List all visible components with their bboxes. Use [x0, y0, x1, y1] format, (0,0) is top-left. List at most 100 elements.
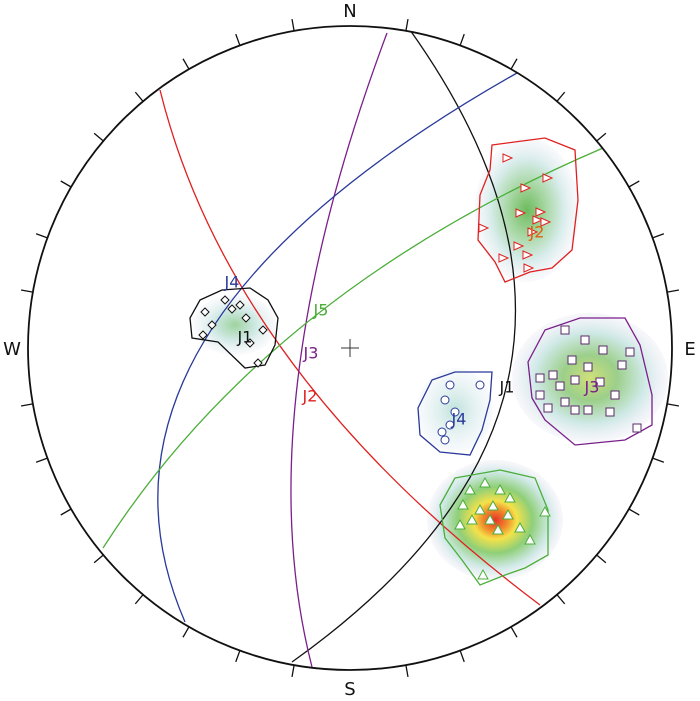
east: E	[684, 339, 695, 360]
tick	[556, 594, 566, 605]
pole	[535, 207, 547, 217]
pole	[457, 498, 469, 510]
pole	[487, 499, 499, 511]
tick	[652, 457, 665, 463]
cluster-label: J3	[584, 378, 600, 397]
pole	[258, 325, 268, 335]
plane-j3	[290, 32, 388, 668]
outline-j5	[439, 469, 549, 586]
ticks	[20, 18, 680, 678]
tick	[628, 180, 640, 188]
tick	[93, 132, 104, 142]
pole	[540, 217, 552, 227]
density	[427, 460, 563, 580]
pole	[207, 320, 217, 330]
pole	[560, 397, 570, 407]
pole	[583, 405, 593, 415]
pole	[502, 153, 514, 163]
pole	[535, 390, 545, 400]
pole	[494, 483, 506, 495]
pole	[567, 355, 577, 365]
tick	[596, 132, 607, 142]
pole	[610, 390, 620, 400]
plane-label: J4	[224, 273, 240, 292]
poles	[198, 153, 642, 580]
pole	[445, 420, 455, 430]
pole	[474, 503, 486, 515]
pole	[532, 215, 544, 225]
pole	[515, 208, 527, 218]
pole	[617, 360, 627, 370]
pole	[502, 508, 514, 520]
tick	[60, 180, 72, 188]
pole	[445, 380, 455, 390]
pole	[245, 338, 255, 348]
cluster-label: J2	[529, 223, 545, 242]
pole	[484, 513, 496, 525]
tick	[20, 403, 34, 407]
center-cross	[341, 339, 359, 357]
outline-j1	[189, 287, 279, 369]
pole	[478, 223, 490, 233]
tick	[459, 33, 465, 46]
cluster-label: J1	[237, 328, 253, 347]
tick	[652, 233, 665, 239]
tick	[134, 594, 144, 605]
cluster-label: J4	[451, 410, 467, 429]
tick	[235, 33, 241, 46]
outline-j2	[477, 137, 579, 283]
pole	[492, 523, 504, 535]
pole	[227, 304, 237, 314]
pole	[539, 505, 551, 517]
tick	[35, 457, 48, 463]
tick	[510, 626, 518, 638]
pole	[535, 373, 545, 383]
plane-j5	[102, 147, 604, 549]
primitive-circle	[27, 25, 673, 671]
pole	[200, 307, 210, 317]
tick	[405, 18, 409, 32]
tick	[182, 626, 190, 638]
pole	[498, 253, 510, 263]
pole	[520, 183, 532, 193]
pole	[241, 313, 251, 323]
cluster-outlines	[189, 137, 653, 586]
plane-label: J2	[302, 387, 318, 406]
tick	[291, 664, 295, 678]
pole	[504, 491, 516, 503]
pole	[220, 295, 230, 305]
density	[475, 138, 579, 282]
plane-j1	[291, 29, 517, 663]
pole	[454, 518, 466, 530]
pole	[253, 358, 263, 368]
pole	[580, 335, 590, 345]
pole	[583, 362, 593, 372]
plane-label: J5	[313, 301, 329, 320]
pole	[632, 423, 642, 433]
plane-j2	[159, 89, 541, 606]
tick	[510, 58, 518, 70]
pole	[548, 370, 558, 380]
pole	[595, 377, 605, 387]
pole	[235, 300, 245, 310]
pole	[555, 381, 565, 391]
pole	[437, 427, 447, 437]
south: S	[344, 679, 355, 700]
pole	[605, 407, 615, 417]
tick	[459, 650, 465, 663]
pole	[598, 345, 608, 355]
tick	[182, 58, 190, 70]
tick	[291, 18, 295, 32]
pole	[570, 375, 580, 385]
tick	[35, 233, 48, 239]
pole	[542, 173, 554, 183]
pole	[475, 380, 485, 390]
pole	[440, 395, 450, 405]
pole	[560, 325, 570, 335]
pole	[466, 513, 478, 525]
pole	[440, 435, 450, 445]
tick	[134, 91, 144, 102]
plane-label: J3	[303, 344, 319, 363]
tick	[666, 289, 680, 293]
pole	[543, 403, 553, 413]
